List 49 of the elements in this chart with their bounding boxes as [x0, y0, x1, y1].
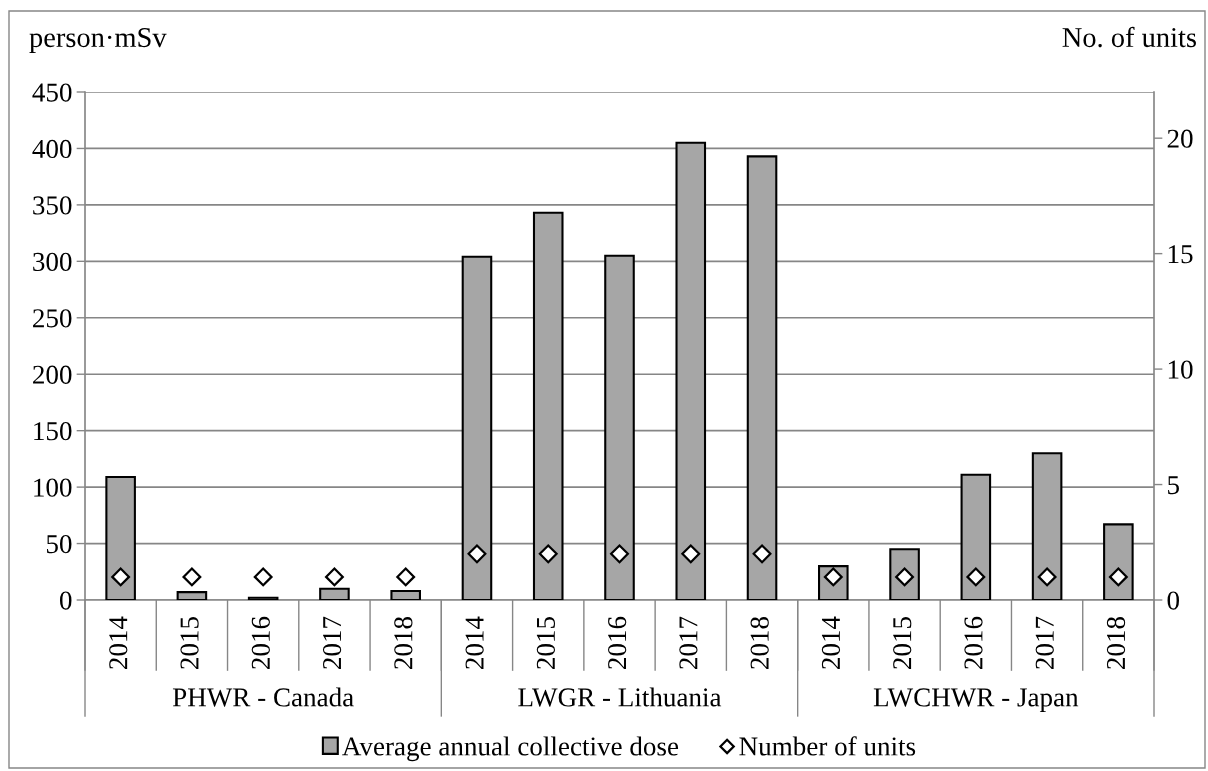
legend-label: Number of units	[739, 736, 916, 756]
x-tick-label: 2014	[821, 616, 841, 669]
y2-tick-label: 5	[1168, 476, 1179, 495]
bar	[604, 254, 635, 600]
x-tick-label: 2018	[1106, 617, 1126, 669]
text: PHWR - Canada	[172, 687, 354, 707]
x-tick-label: 2015	[180, 617, 199, 669]
y-tick-label: 150	[34, 422, 72, 441]
x-tick-label: 2017	[1035, 616, 1054, 669]
y-tick-label: 300	[33, 252, 72, 271]
y-tick-label: 0	[59, 591, 72, 610]
y-axis-title: person·mSv	[29, 27, 167, 53]
y-tick-label: 200	[33, 365, 72, 384]
y2-axis-title: No. of units	[1062, 26, 1196, 48]
bar	[390, 589, 421, 600]
bar	[176, 591, 208, 600]
bar	[532, 211, 564, 600]
legend-label: Average annual collective dose	[342, 736, 679, 762]
y2-tick-label: 10	[1168, 360, 1193, 379]
text: LWGR - Lithuania	[518, 687, 722, 707]
y-tick-label: 350	[33, 196, 72, 215]
bar	[1103, 523, 1134, 600]
y2-tick-label: 0	[1167, 591, 1180, 610]
x-tick-label: 2014	[109, 616, 128, 669]
y2-tick-label: 20	[1167, 129, 1193, 148]
x-tick-label: 2018	[750, 617, 769, 669]
bar	[675, 141, 707, 600]
x-tick-label: 2016	[964, 616, 983, 669]
y-tick-label: 250	[33, 309, 72, 328]
y-tick-label: 50	[46, 534, 72, 554]
bar	[247, 596, 279, 600]
x-tick-label: 2015	[536, 617, 556, 669]
y2-tick-label: 15	[1168, 245, 1193, 264]
bar	[960, 473, 992, 600]
bar	[461, 255, 493, 600]
text: LWCHWR - Japan	[873, 688, 1079, 713]
x-tick-label: 2014	[465, 616, 484, 669]
bar	[746, 155, 778, 600]
x-tick-label: 2018	[394, 617, 413, 669]
bar	[105, 475, 136, 600]
x-tick-label: 2017	[679, 616, 698, 669]
y-tick-label: 400	[32, 139, 72, 159]
bar	[1031, 452, 1063, 600]
x-tick-label: 2015	[893, 617, 912, 669]
x-tick-label: 2016	[251, 616, 270, 669]
x-tick-label: 2017	[322, 616, 342, 669]
y-tick-label: 100	[34, 478, 72, 497]
y-tick-label: 450	[32, 83, 72, 102]
x-tick-label: 2016	[608, 616, 627, 669]
